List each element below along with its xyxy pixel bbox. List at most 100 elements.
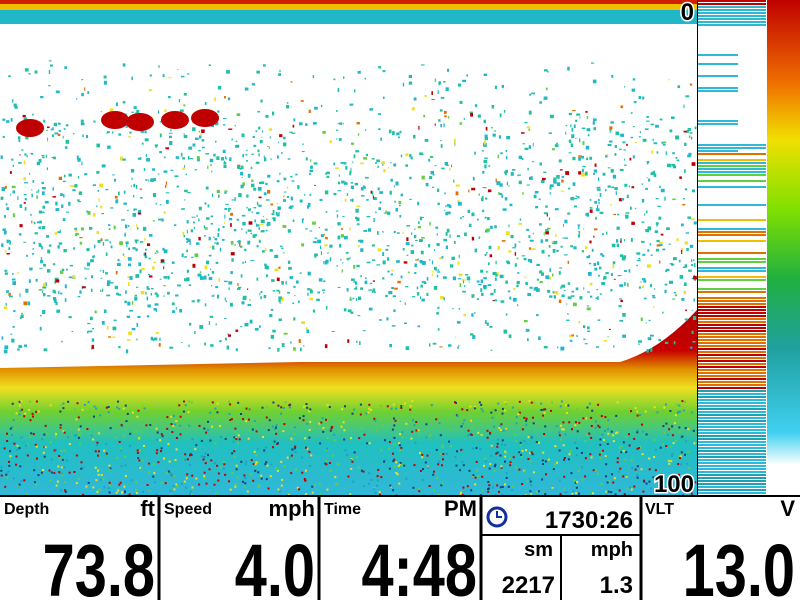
sonar-return: [682, 409, 685, 412]
sonar-return: [585, 171, 588, 176]
sonar-return: [624, 183, 628, 187]
sonar-return: [176, 485, 179, 488]
sonar-return: [401, 431, 404, 434]
sonar-return: [77, 295, 81, 298]
sonar-return: [159, 337, 161, 341]
sonar-return: [203, 477, 206, 480]
sonar-return: [581, 478, 584, 481]
sonar-return: [619, 284, 624, 287]
sonar-return: [578, 231, 580, 233]
sonar-return: [641, 285, 644, 289]
sonar-return: [641, 221, 645, 223]
sonar-return: [567, 458, 570, 461]
sonar-return: [234, 485, 237, 488]
sonar-return: [655, 222, 659, 225]
sonar-return: [265, 416, 268, 419]
sonar-return: [35, 445, 38, 448]
sonar-return: [363, 229, 368, 232]
sonar-return: [228, 400, 231, 403]
sonar-return: [244, 248, 247, 252]
sonar-return: [240, 184, 244, 189]
sonar-return: [175, 420, 178, 423]
sonar-return: [131, 301, 134, 305]
sonar-return: [330, 427, 333, 430]
a-scope-line: [698, 324, 766, 326]
sonar-return: [570, 143, 574, 147]
sonar-return: [581, 156, 584, 159]
sonar-return: [297, 186, 299, 190]
sonar-return: [343, 308, 347, 312]
sonar-return: [353, 408, 356, 411]
sonar-return: [424, 139, 429, 142]
sonar-return: [504, 450, 507, 453]
sonar-return: [400, 154, 403, 158]
a-scope-line: [698, 450, 766, 452]
sonar-return: [552, 291, 556, 294]
sonar-return: [356, 217, 360, 221]
sonar-return: [642, 96, 645, 100]
sonar-return: [421, 298, 425, 302]
sonar-return: [60, 466, 63, 469]
sonar-return: [127, 276, 131, 278]
sonar-return: [133, 106, 137, 109]
sonar-return: [138, 209, 141, 214]
sonar-return: [260, 223, 264, 226]
sonar-return: [505, 172, 507, 176]
sonar-return: [87, 91, 90, 94]
sonar-return: [16, 444, 19, 447]
panel-value: 73.8: [43, 530, 155, 600]
sonar-return: [58, 455, 61, 457]
sonar-return: [631, 186, 635, 189]
sonar-return: [598, 201, 600, 205]
sonar-return: [628, 185, 630, 188]
sonar-return: [622, 334, 626, 338]
sonar-return: [80, 122, 85, 126]
sonar-return: [672, 263, 675, 266]
sonar-return: [664, 196, 666, 201]
sonar-return: [128, 136, 131, 138]
sonar-return: [60, 489, 62, 492]
sonar-return: [529, 93, 532, 96]
sonar-return: [189, 454, 191, 457]
sonar-return: [288, 206, 293, 209]
sonar-return: [255, 130, 258, 133]
sonar-return: [33, 469, 36, 472]
sonar-return: [169, 472, 172, 475]
sonar-return: [625, 214, 629, 219]
sonar-return: [483, 420, 486, 423]
sonar-return: [272, 401, 275, 404]
sonar-return: [82, 134, 84, 138]
sonar-return: [247, 288, 249, 290]
sonar-return: [286, 196, 289, 198]
sonar-return: [186, 458, 189, 461]
sonar-return: [240, 413, 242, 415]
sonar-return: [371, 158, 375, 160]
sonar-return: [259, 182, 261, 185]
sonar-return: [118, 441, 121, 443]
sonar-return: [505, 471, 508, 474]
sonar-return: [156, 250, 159, 252]
sonar-return: [582, 168, 584, 173]
sonar-return: [13, 442, 16, 445]
sonar-return: [634, 468, 637, 471]
sonar-return: [436, 274, 439, 278]
a-scope-line: [698, 378, 766, 380]
sonar-return: [558, 449, 561, 452]
sonar-return: [551, 401, 554, 404]
sonar-return: [166, 416, 169, 419]
sonar-return: [341, 418, 344, 421]
sonar-return: [671, 163, 676, 167]
sonar-return: [82, 493, 85, 496]
sonar-return: [219, 247, 222, 252]
sonar-return: [290, 205, 294, 208]
sonar-return: [86, 268, 90, 270]
sonar-return: [441, 256, 444, 259]
sonar-return: [548, 132, 552, 134]
sonar-return: [686, 248, 689, 251]
sonar-return: [574, 198, 577, 200]
sonar-return: [575, 119, 578, 122]
sonar-return: [682, 204, 686, 206]
sonar-return: [175, 294, 179, 297]
sonar-return: [547, 289, 551, 293]
sonar-return: [276, 180, 280, 183]
